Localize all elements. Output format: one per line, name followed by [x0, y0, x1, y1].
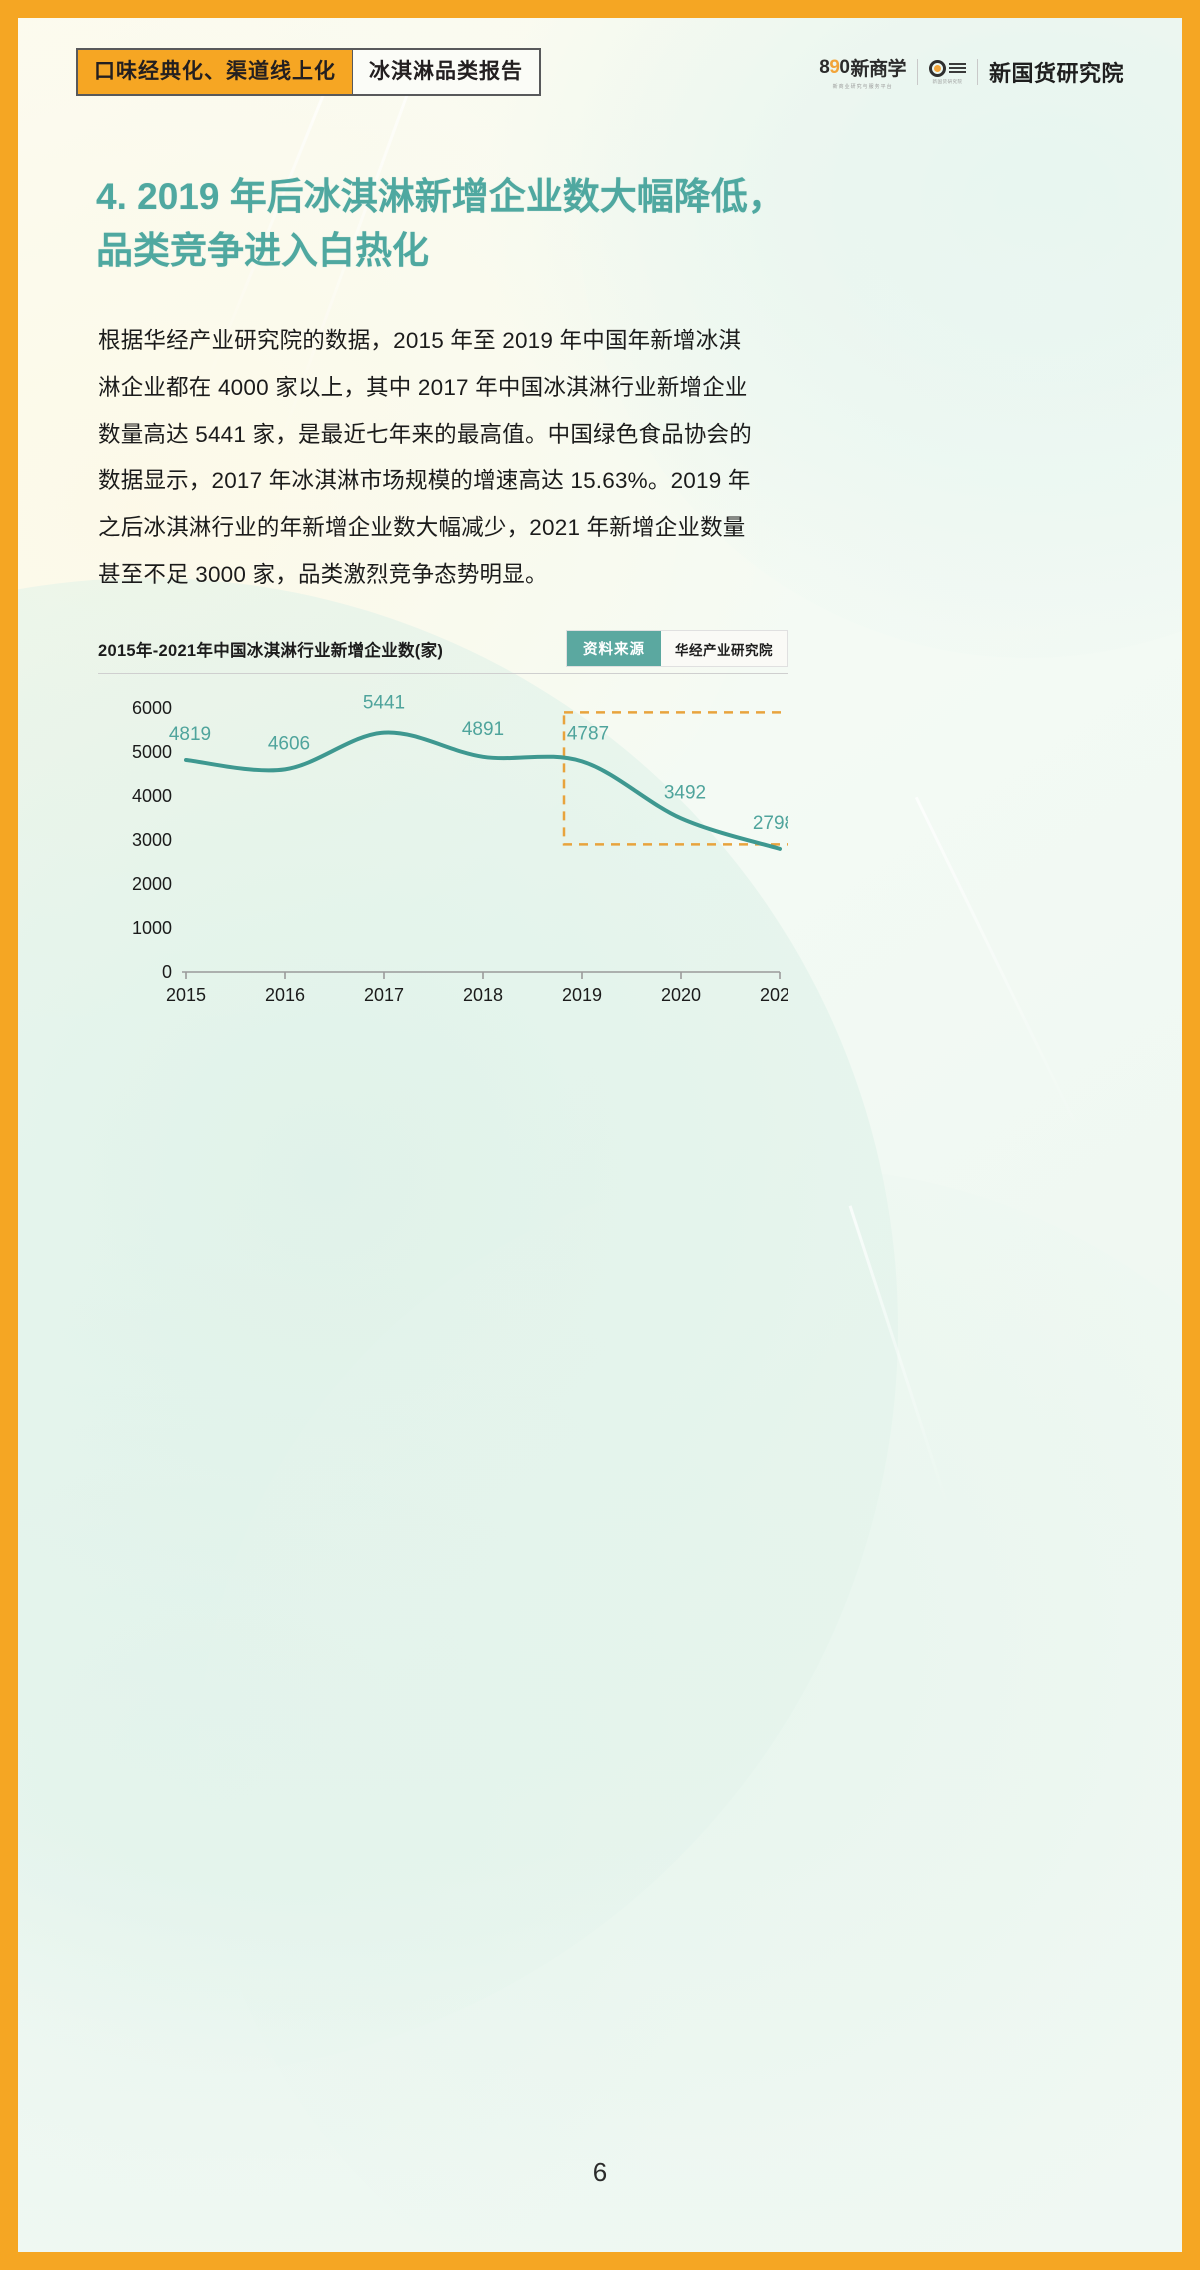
series-line: [184, 730, 782, 851]
svg-text:2798: 2798: [753, 813, 788, 834]
page-canvas: 口味经典化、渠道线上化 冰淇淋品类报告 890 新商学 新商业研究与服务平台: [18, 18, 1182, 2252]
svg-text:2019: 2019: [562, 985, 602, 1005]
svg-text:4787: 4787: [567, 723, 609, 744]
breadcrumb-item-report[interactable]: 冰淇淋品类报告: [352, 48, 541, 97]
svg-text:2016: 2016: [265, 985, 305, 1005]
page-number: 6: [592, 2157, 608, 2187]
svg-text:2018: 2018: [463, 985, 503, 1005]
highlight-rectangle: [562, 711, 788, 846]
svg-text:0: 0: [162, 962, 172, 982]
logo-890-text: 890: [819, 56, 850, 78]
svg-text:5441: 5441: [363, 693, 405, 714]
page-title-line-1: 4. 2019 年后冰淇淋新增企业数大幅降低，: [96, 176, 785, 217]
y-axis-tick-labels: 6000 5000 4000 3000 2000 1000 0: [132, 698, 172, 982]
page-title-line-2: 品类竞争进入白热化: [96, 229, 429, 271]
svg-text:1000: 1000: [132, 918, 172, 938]
svg-text:4819: 4819: [169, 724, 211, 745]
svg-text:3000: 3000: [132, 830, 172, 850]
source-badge: 资料来源 华经产业研究院: [566, 630, 788, 667]
brand-name-text: 新国货研究院: [988, 61, 1124, 87]
x-axis-ticks: [185, 972, 781, 979]
svg-text:4891: 4891: [462, 719, 504, 740]
svg-text:3492: 3492: [664, 782, 706, 803]
svg-text:2020: 2020: [661, 985, 701, 1005]
svg-text:4606: 4606: [268, 733, 310, 754]
chart-title: 2015年-2021年中国冰淇淋行业新增企业数(家): [98, 642, 444, 660]
data-point-labels: 4819 4606 5441 4891 4787 3492 2798: [169, 693, 788, 834]
decorative-streak: [914, 796, 1085, 1140]
svg-text:6000: 6000: [132, 698, 172, 718]
chart-container: 2015年-2021年中国冰淇淋行业新增企业数(家) 资料来源 华经产业研究院 …: [98, 630, 788, 1020]
line-chart-plot: 6000 5000 4000 3000 2000 1000 0 2015 2016 2017 20…: [98, 690, 788, 1020]
brand-logos: 890 新商学 新商业研究与服务平台 新国货研究院 新国货研究院: [819, 54, 1124, 91]
svg-text:4000: 4000: [132, 786, 172, 806]
svg-text:2015: 2015: [166, 985, 206, 1005]
svg-text:5000: 5000: [132, 742, 172, 762]
breadcrumb-item-theme[interactable]: 口味经典化、渠道线上化: [76, 48, 352, 97]
breadcrumb: 口味经典化、渠道线上化 冰淇淋品类报告: [76, 48, 541, 97]
logo-institute-mark: 新国货研究院: [928, 59, 966, 85]
chart-header: 2015年-2021年中国冰淇淋行业新增企业数(家) 资料来源 华经产业研究院: [98, 630, 788, 667]
logo-institute-subtitle: 新国货研究院: [932, 78, 963, 84]
page-header: 口味经典化、渠道线上化 冰淇淋品类报告 890 新商学 新商业研究与服务平台: [18, 48, 1182, 97]
x-axis-tick-labels: 2015 2016 2017 2018 2019 2020 2021: [166, 985, 788, 1005]
svg-text:2000: 2000: [132, 874, 172, 894]
decorative-streak: [848, 1205, 951, 1511]
source-badge-label: 资料来源: [567, 631, 661, 666]
bars-icon: [948, 62, 966, 74]
svg-text:2017: 2017: [364, 985, 404, 1005]
logo-890-subtitle: 新商业研究与服务平台: [832, 84, 893, 91]
ring-icon: [928, 59, 946, 77]
source-badge-value: 华经产业研究院: [661, 631, 787, 666]
body-paragraph: 根据华经产业研究院的数据，2015 年至 2019 年中国年新增冰淇淋企业都在 …: [98, 328, 752, 587]
decorative-arc-bottom: [198, 1168, 1182, 2252]
page-title: 4. 2019 年后冰淇淋新增企业数大幅降低， 品类竞争进入白热化: [96, 170, 796, 277]
chart-divider: [98, 673, 788, 674]
logo-divider: [916, 59, 918, 86]
logo-890-xinshangxue: 890 新商学 新商业研究与服务平台: [819, 54, 906, 91]
logo-890-word: 新商学: [850, 59, 906, 81]
svg-text:2021: 2021: [760, 985, 788, 1005]
logo-divider: [976, 59, 978, 86]
